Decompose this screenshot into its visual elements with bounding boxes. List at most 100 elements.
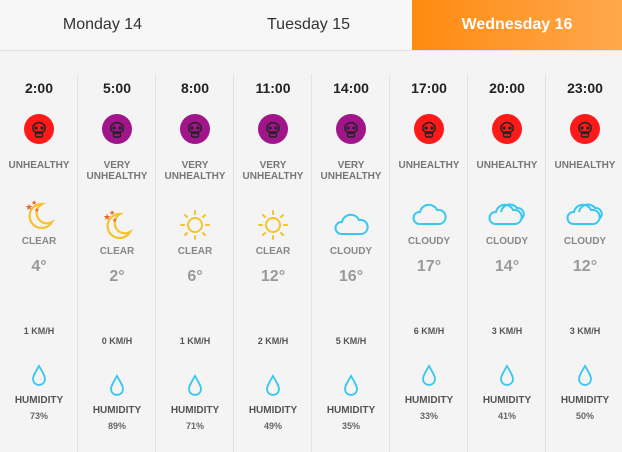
- column-divider: [155, 74, 156, 452]
- humidity-drop-icon: [421, 364, 437, 386]
- humidity-label: HUMIDITY: [92, 405, 142, 416]
- air-quality-badge: [102, 114, 132, 144]
- humidity-drop-icon: [265, 374, 281, 396]
- air-quality-status: VERY UNHEALTHY: [320, 160, 382, 182]
- air-quality-badge: [570, 114, 600, 144]
- humidity-drop-icon: [109, 374, 125, 396]
- humidity-value: 35%: [341, 421, 360, 431]
- humidity-label: HUMIDITY: [560, 395, 610, 406]
- humidity-drop-icon: [31, 364, 47, 386]
- hour-column: 11:00 VERY UNHEALTHY CLEAR 12° 2 KM/H HU…: [234, 62, 312, 452]
- gas-mask-icon: [414, 114, 444, 144]
- gas-mask-icon: [258, 114, 288, 144]
- gas-mask-icon: [102, 114, 132, 144]
- weather-condition: CLEAR: [99, 246, 135, 257]
- air-quality-badge: [180, 114, 210, 144]
- wind-speed: 2 KM/H: [257, 336, 289, 346]
- sun-icon: [175, 208, 215, 242]
- humidity-drop-icon: [187, 374, 203, 396]
- wind-speed: 0 KM/H: [101, 336, 133, 346]
- column-divider: [389, 74, 390, 452]
- cloud-icon: [409, 198, 449, 232]
- humidity-label: HUMIDITY: [482, 395, 532, 406]
- hourly-forecast: 2:00 UNHEALTHY ★ ★ ★ CLEAR 4° 1 KM/H HUM…: [0, 62, 622, 452]
- humidity-value: 71%: [185, 421, 204, 431]
- tab-wednesday[interactable]: Wednesday 16: [412, 0, 622, 50]
- hour-column: 8:00 VERY UNHEALTHY CLEAR 6° 1 KM/H HUMI…: [156, 62, 234, 452]
- wind-speed: 1 KM/H: [179, 336, 211, 346]
- hour-column: 17:00 UNHEALTHY CLOUDY 17° 6 KM/H HUMIDI…: [390, 62, 468, 452]
- humidity-label: HUMIDITY: [14, 395, 64, 406]
- svg-text:★: ★: [31, 199, 37, 207]
- weather-condition: CLEAR: [21, 236, 57, 247]
- temperature: 12°: [260, 268, 286, 285]
- hour-time: 8:00: [180, 80, 210, 96]
- humidity-value: 41%: [497, 411, 516, 421]
- day-tabs: Monday 14 Tuesday 15 Wednesday 16: [0, 0, 622, 51]
- gas-mask-icon: [180, 114, 210, 144]
- weather-condition: CLOUDY: [329, 246, 373, 257]
- clouds-icon: [487, 198, 527, 232]
- column-divider: [77, 74, 78, 452]
- air-quality-status: UNHEALTHY: [8, 160, 70, 171]
- air-quality-badge: [414, 114, 444, 144]
- humidity-label: HUMIDITY: [170, 405, 220, 416]
- temperature: 14°: [494, 258, 520, 275]
- wind-speed: 3 KM/H: [569, 326, 601, 336]
- svg-text:★: ★: [25, 203, 33, 213]
- air-quality-badge: [24, 114, 54, 144]
- humidity-drop-icon: [343, 374, 359, 396]
- humidity-drop-icon: [499, 364, 515, 386]
- wind-speed: 5 KM/H: [335, 336, 367, 346]
- svg-text:★: ★: [109, 209, 115, 217]
- column-divider: [311, 74, 312, 452]
- hour-column: 23:00 UNHEALTHY CLOUDY 12° 3 KM/H HUMIDI…: [546, 62, 622, 452]
- air-quality-status: VERY UNHEALTHY: [242, 160, 304, 182]
- wind-speed: 1 KM/H: [23, 326, 55, 336]
- hour-time: 11:00: [255, 80, 291, 96]
- svg-text:★: ★: [112, 217, 117, 224]
- hour-time: 2:00: [24, 80, 54, 96]
- column-divider: [545, 74, 546, 452]
- humidity-drop-icon: [577, 364, 593, 386]
- gas-mask-icon: [492, 114, 522, 144]
- air-quality-badge: [336, 114, 366, 144]
- weather-condition: CLEAR: [177, 246, 213, 257]
- humidity-label: HUMIDITY: [248, 405, 298, 416]
- temperature: 6°: [187, 268, 203, 285]
- hour-time: 17:00: [411, 80, 447, 96]
- hour-column: 20:00 UNHEALTHY CLOUDY 14° 3 KM/H HUMIDI…: [468, 62, 546, 452]
- hour-time: 20:00: [489, 80, 525, 96]
- svg-text:★: ★: [103, 213, 111, 223]
- hour-column: 14:00 VERY UNHEALTHY CLOUDY 16° 5 KM/H H…: [312, 62, 390, 452]
- air-quality-status: VERY UNHEALTHY: [86, 160, 148, 182]
- wind-speed: 6 KM/H: [413, 326, 445, 336]
- weather-condition: CLEAR: [255, 246, 291, 257]
- temperature: 2°: [109, 268, 125, 285]
- air-quality-status: VERY UNHEALTHY: [164, 160, 226, 182]
- gas-mask-icon: [336, 114, 366, 144]
- column-divider: [467, 74, 468, 452]
- clouds-icon: [565, 198, 605, 232]
- air-quality-status: UNHEALTHY: [476, 160, 538, 171]
- gas-mask-icon: [570, 114, 600, 144]
- air-quality-badge: [258, 114, 288, 144]
- tab-monday[interactable]: Monday 14: [62, 16, 143, 33]
- wind-speed: 3 KM/H: [491, 326, 523, 336]
- hour-column: 5:00 VERY UNHEALTHY ★ ★ ★ CLEAR 2° 0 KM/…: [78, 62, 156, 452]
- moon-stars-icon: ★ ★ ★: [19, 198, 59, 232]
- tab-tuesday[interactable]: Tuesday 15: [266, 16, 350, 33]
- temperature: 12°: [572, 258, 598, 275]
- humidity-value: 49%: [263, 421, 282, 431]
- temperature: 4°: [31, 258, 47, 275]
- gas-mask-icon: [24, 114, 54, 144]
- weather-condition: CLOUDY: [485, 236, 529, 247]
- temperature: 16°: [338, 268, 364, 285]
- humidity-value: 33%: [419, 411, 438, 421]
- humidity-value: 73%: [29, 411, 48, 421]
- temperature: 17°: [416, 258, 442, 275]
- hour-time: 5:00: [102, 80, 132, 96]
- weather-condition: CLOUDY: [407, 236, 451, 247]
- column-divider: [233, 74, 234, 452]
- air-quality-status: UNHEALTHY: [398, 160, 460, 171]
